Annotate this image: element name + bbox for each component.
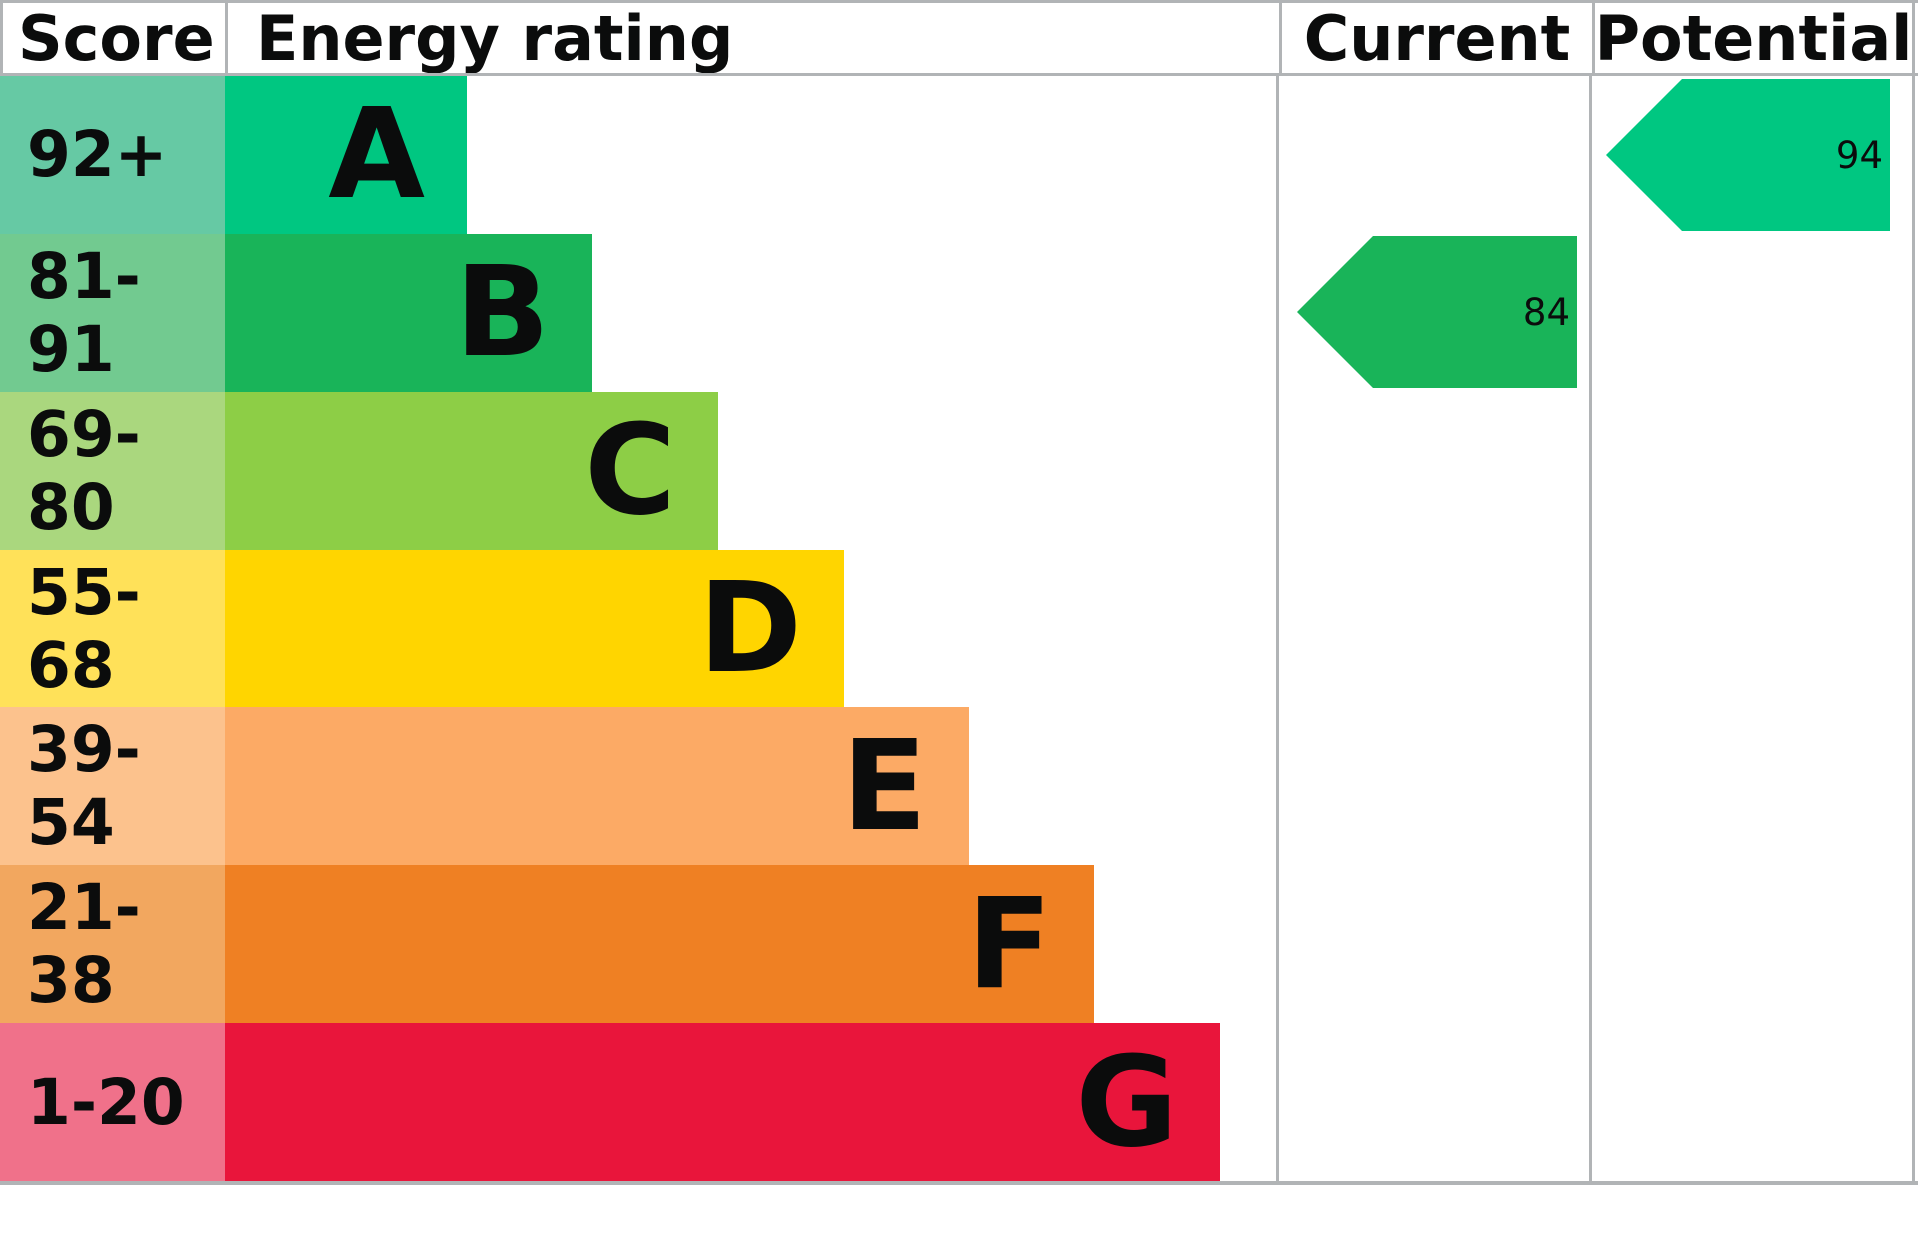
potential-rating-value: 94 [1835,133,1883,177]
header-energy-rating-label: Energy rating [256,3,734,73]
score-range-label: 1-20 [27,1065,185,1139]
table-right-border [1912,76,1915,1181]
score-cell-g: 1-20 [0,1023,225,1182]
score-cell-c: 69-80 [0,391,225,550]
header-score: Score [0,3,225,73]
column-divider-current [1276,76,1279,1181]
header-energy-rating: Energy rating [225,3,1279,73]
header-score-label: Score [18,3,215,73]
band-letter: G [1075,1029,1178,1175]
band-bar-f: F [225,865,1094,1024]
band-row-a: 92+ A [0,76,1918,234]
score-range-label: 55-68 [27,555,141,702]
current-rating-value: 84 [1522,290,1570,334]
band-bar-c: C [225,391,718,550]
band-bar-g: G [225,1023,1220,1182]
band-row-c: 69-80 C [0,391,1918,550]
score-range-label: 39-54 [27,713,141,860]
band-row-e: 39-54 E [0,707,1918,866]
score-cell-b: 81-91 [0,233,225,392]
column-divider-potential [1589,76,1592,1181]
score-cell-d: 55-68 [0,549,225,708]
epc-table: Score Energy rating Current Potential 92… [0,0,1918,1185]
header-current-label: Current [1303,3,1571,73]
band-letter: C [584,398,676,544]
score-cell-a: 92+ [0,76,225,234]
header-potential-label: Potential [1594,3,1913,73]
band-letter: B [454,240,550,386]
header-row: Score Energy rating Current Potential [0,0,1918,76]
score-range-label: 69-80 [27,397,141,544]
band-letter: E [841,713,927,859]
chart-body: 92+ A 81-91 B 69-80 C [0,76,1918,1185]
header-current: Current [1279,3,1592,73]
band-letter: F [966,871,1052,1017]
band-bar-a: A [225,76,467,234]
band-row-f: 21-38 F [0,865,1918,1024]
score-range-label: 92+ [27,118,168,192]
band-row-g: 1-20 G [0,1023,1918,1182]
band-bar-e: E [225,707,969,866]
band-row-d: 55-68 D [0,549,1918,708]
score-cell-f: 21-38 [0,865,225,1024]
band-bar-d: D [225,549,844,708]
band-row-b: 81-91 B [0,233,1918,392]
score-range-label: 81-91 [27,239,141,386]
header-potential: Potential [1592,3,1915,73]
band-letter: D [698,556,802,701]
score-range-label: 21-38 [27,871,141,1018]
band-letter: A [328,82,425,228]
score-cell-e: 39-54 [0,707,225,866]
band-bar-b: B [225,233,592,392]
